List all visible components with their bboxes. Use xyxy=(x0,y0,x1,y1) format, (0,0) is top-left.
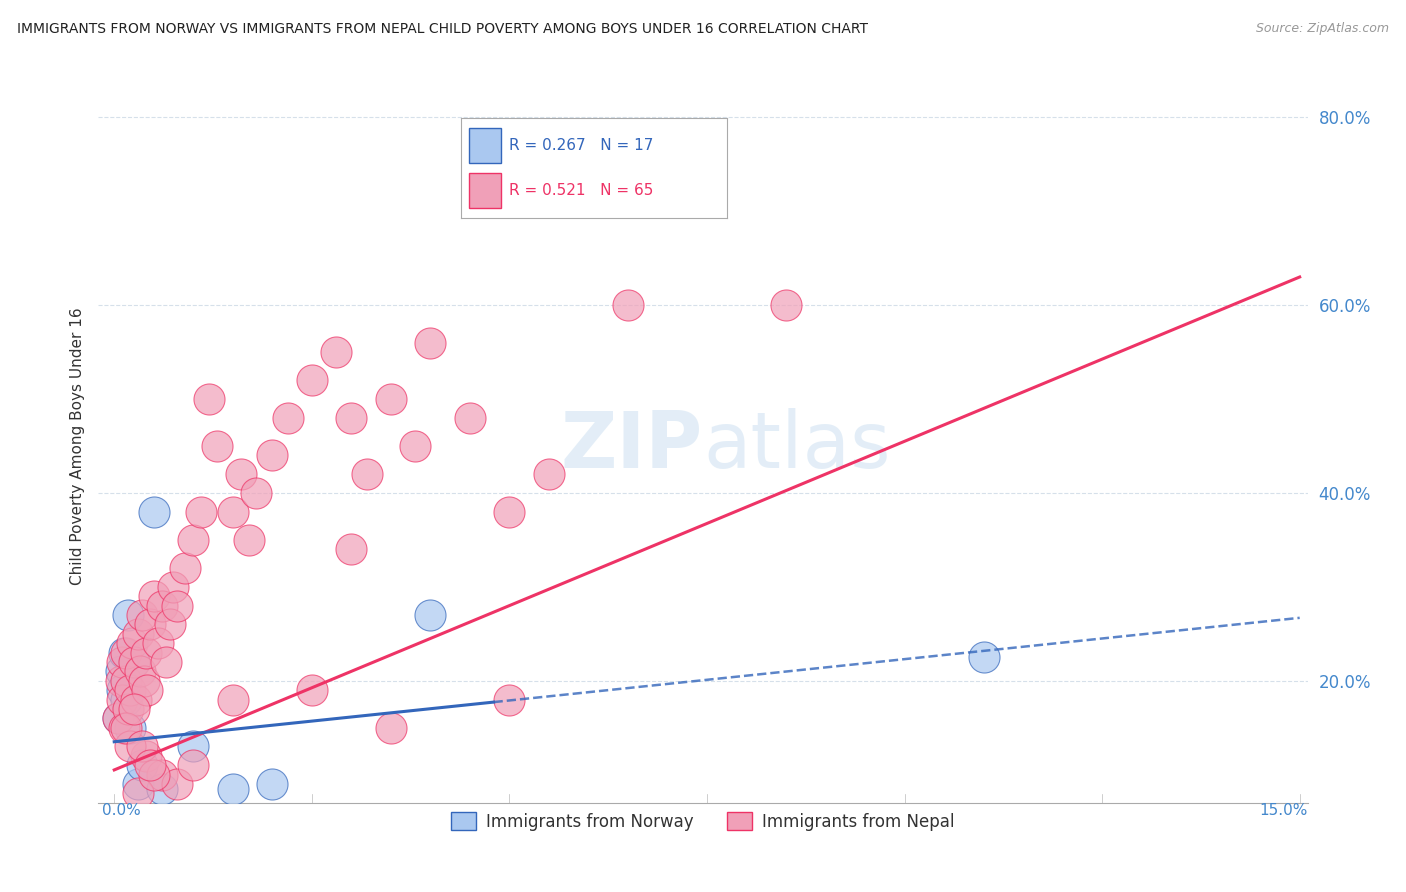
Point xyxy=(340,542,363,557)
Point xyxy=(111,683,134,698)
Point xyxy=(122,655,145,669)
Point xyxy=(107,711,129,725)
Point xyxy=(128,665,150,679)
Point xyxy=(136,683,159,698)
Point xyxy=(127,777,149,791)
Text: ZIP: ZIP xyxy=(561,408,703,484)
Point xyxy=(617,298,640,312)
Point xyxy=(118,721,141,735)
Point xyxy=(112,721,135,735)
Text: atlas: atlas xyxy=(703,408,890,484)
Point xyxy=(498,505,520,519)
Point xyxy=(356,467,378,482)
Point xyxy=(973,650,995,665)
Point xyxy=(115,646,138,660)
Point xyxy=(111,655,134,669)
Point xyxy=(181,533,204,547)
Point xyxy=(174,561,197,575)
Y-axis label: Child Poverty Among Boys Under 16: Child Poverty Among Boys Under 16 xyxy=(69,307,84,585)
Point xyxy=(150,781,173,796)
Point xyxy=(122,702,145,716)
Point xyxy=(198,392,221,406)
Point xyxy=(205,439,228,453)
Point xyxy=(127,627,149,641)
Point xyxy=(122,655,145,669)
Point xyxy=(166,777,188,791)
Point xyxy=(118,739,141,754)
Point xyxy=(155,655,177,669)
Point xyxy=(458,410,481,425)
Point xyxy=(162,580,184,594)
Point xyxy=(325,345,347,359)
Point xyxy=(150,599,173,613)
Point xyxy=(498,692,520,706)
Point xyxy=(190,505,212,519)
Point xyxy=(142,505,165,519)
Point xyxy=(222,505,245,519)
Point xyxy=(775,298,797,312)
Point xyxy=(262,777,284,791)
Point xyxy=(115,721,138,735)
Point xyxy=(131,758,153,772)
Text: IMMIGRANTS FROM NORWAY VS IMMIGRANTS FROM NEPAL CHILD POVERTY AMONG BOYS UNDER 1: IMMIGRANTS FROM NORWAY VS IMMIGRANTS FRO… xyxy=(17,22,868,37)
Point xyxy=(419,607,441,622)
Point xyxy=(117,702,139,716)
Point xyxy=(277,410,299,425)
Point xyxy=(380,721,402,735)
Point xyxy=(118,683,141,698)
Point xyxy=(134,673,156,688)
Point xyxy=(404,439,426,453)
Point xyxy=(125,692,148,706)
Point xyxy=(181,739,204,754)
Point xyxy=(110,673,132,688)
Point xyxy=(127,786,149,800)
Point xyxy=(222,692,245,706)
Point xyxy=(142,767,165,781)
Point xyxy=(139,617,162,632)
Point xyxy=(107,711,129,725)
Legend: Immigrants from Norway, Immigrants from Nepal: Immigrants from Norway, Immigrants from … xyxy=(444,805,962,838)
Point xyxy=(121,636,143,650)
Point xyxy=(135,748,157,763)
Point xyxy=(150,767,173,781)
Point xyxy=(115,673,138,688)
Point xyxy=(159,617,181,632)
Point xyxy=(115,692,138,706)
Point xyxy=(181,758,204,772)
Point xyxy=(380,392,402,406)
Point xyxy=(229,467,252,482)
Text: Source: ZipAtlas.com: Source: ZipAtlas.com xyxy=(1256,22,1389,36)
Point xyxy=(139,758,162,772)
Point xyxy=(112,646,135,660)
Point xyxy=(131,607,153,622)
Text: 15.0%: 15.0% xyxy=(1260,803,1308,818)
Point xyxy=(537,467,560,482)
Point xyxy=(117,607,139,622)
Point xyxy=(262,449,284,463)
Point xyxy=(111,692,134,706)
Text: 0.0%: 0.0% xyxy=(103,803,141,818)
Point xyxy=(340,410,363,425)
Point xyxy=(301,683,323,698)
Point xyxy=(146,636,169,650)
Point xyxy=(166,599,188,613)
Point xyxy=(110,665,132,679)
Point xyxy=(135,646,157,660)
Point xyxy=(142,589,165,603)
Point xyxy=(245,486,267,500)
Point xyxy=(131,739,153,754)
Point xyxy=(419,335,441,350)
Point xyxy=(238,533,260,547)
Point xyxy=(222,781,245,796)
Point xyxy=(301,373,323,387)
